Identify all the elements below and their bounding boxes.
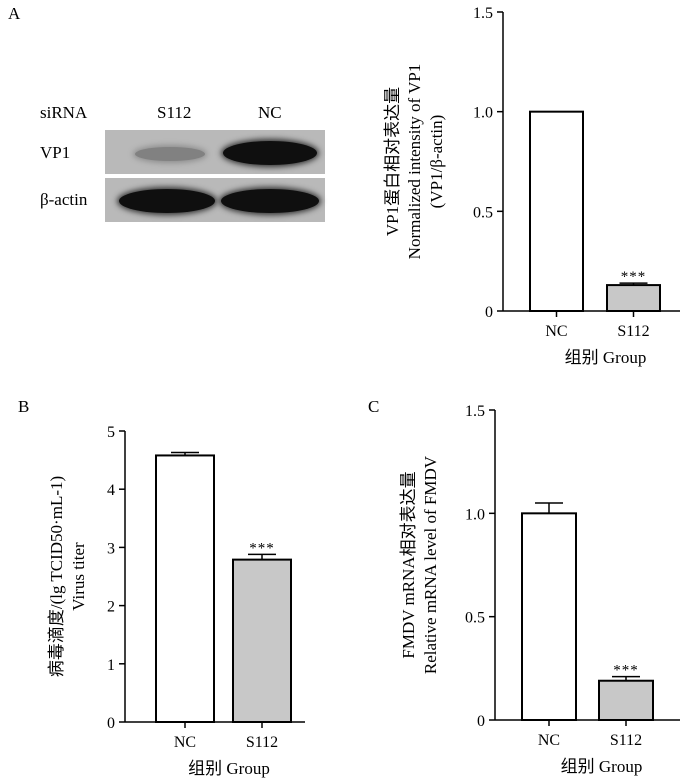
x-axis-title: 组别 Group — [188, 759, 270, 778]
y-axis-title-line: Relative mRNA level of FMDV — [421, 455, 440, 674]
y-tick-label: 4 — [107, 482, 115, 499]
blot-lane-header: siRNA — [40, 103, 88, 122]
x-tick-label: NC — [174, 734, 196, 751]
y-tick-label: 0 — [485, 304, 493, 321]
band-vp1-nc — [223, 141, 317, 165]
y-axis-title-line: (VP1/β-actin) — [427, 115, 446, 209]
significance-label: *** — [613, 663, 639, 679]
panel-a-label: A — [8, 4, 21, 23]
band-vp1-s112 — [135, 147, 205, 161]
y-tick-label: 5 — [107, 424, 115, 441]
blot-row-label-vp1: VP1 — [40, 143, 71, 162]
x-tick-label: NC — [538, 732, 560, 749]
y-tick-label: 1.5 — [465, 403, 485, 420]
significance-label: *** — [621, 269, 647, 285]
panel-label: C — [368, 397, 379, 416]
x-axis-title: 组别 Group — [565, 348, 647, 367]
bar-nc — [155, 454, 215, 723]
y-tick-label: 0.5 — [473, 204, 493, 221]
bar-s112 — [232, 558, 292, 724]
y-axis-title-line: Virus titer — [69, 542, 88, 611]
blot-strip-actin — [105, 178, 325, 222]
blot-lane-label-s112: S112 — [157, 103, 192, 122]
x-tick-label: S112 — [617, 323, 649, 340]
significance-label: *** — [249, 540, 275, 556]
band-actin-s112 — [119, 189, 215, 213]
y-tick-label: 0 — [477, 713, 485, 730]
blot-strip-vp1 — [105, 130, 325, 174]
western-blot: A siRNA S112 NC VP1 β-actin — [0, 0, 360, 260]
chart-panel-b: B 0 1 2 3 4 5 NC S112 *** 组别 Group 病毒滴度/(lg TCID50·… — [18, 397, 305, 778]
x-tick-label: S112 — [610, 732, 642, 749]
y-tick-label: 1 — [107, 657, 115, 674]
x-axis-title: 组别 Group — [561, 757, 643, 776]
y-axis-title-line: VP1蛋白相对表达量 — [383, 87, 402, 236]
blot-row-label-actin: β-actin — [40, 190, 88, 209]
blot-lane-label-nc: NC — [258, 103, 282, 122]
bar-s112 — [598, 679, 654, 722]
bar-nc — [521, 512, 577, 721]
bar-s112 — [606, 284, 661, 313]
y-axis-title-line: 病毒滴度/(lg TCID50·mL-1) — [47, 476, 66, 677]
y-tick-label: 0 — [107, 715, 115, 732]
panel-label: B — [18, 397, 29, 416]
y-axis-title-line: Normalized intensity of VP1 — [405, 64, 424, 260]
band-actin-nc — [221, 189, 319, 213]
y-tick-label: 2 — [107, 599, 115, 616]
y-tick-label: 1.0 — [473, 105, 493, 122]
y-tick-label: 1.0 — [465, 506, 485, 523]
bar-nc — [529, 110, 584, 312]
chart-panel-a: 0 0.5 1.0 1.5 NC S112 *** 组别 Group VP1蛋白相对表达量 Nor… — [383, 5, 680, 367]
y-tick-label: 3 — [107, 540, 115, 557]
x-tick-label: NC — [545, 323, 567, 340]
chart-panel-c: C 0 0.5 1.0 1.5 NC S112 *** 组别 Group FMDV mRNA相对表… — [368, 397, 680, 776]
y-tick-label: 0.5 — [465, 610, 485, 627]
y-tick-label: 1.5 — [473, 5, 493, 22]
y-axis-title-line: FMDV mRNA相对表达量 — [399, 471, 418, 658]
x-tick-label: S112 — [246, 734, 278, 751]
